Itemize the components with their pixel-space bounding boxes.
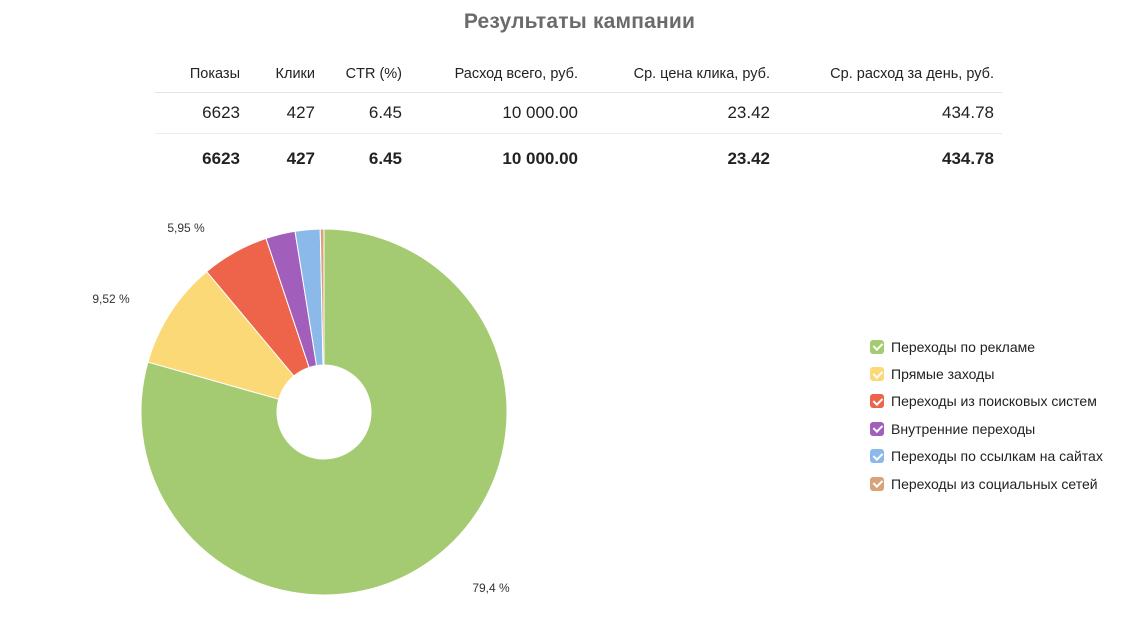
cell-avg-click-price: 23.42 — [586, 92, 778, 134]
checkbox-checked-icon[interactable] — [870, 339, 884, 354]
header-avg-click-price[interactable]: Ср. цена клика, руб. — [586, 56, 778, 93]
legend-item[interactable]: Прямые заходы — [870, 360, 1103, 387]
header-ctr[interactable]: CTR (%) — [323, 56, 410, 93]
legend-item[interactable]: Внутренние переходы — [870, 415, 1103, 442]
pie-value-label: 79,4 % — [472, 581, 510, 595]
table-row: 6623 427 6.45 10 000.00 23.42 434.78 — [155, 92, 1002, 134]
header-total-spend[interactable]: Расход всего, руб. — [410, 56, 586, 93]
legend-item[interactable]: Переходы из поисковых систем — [870, 388, 1103, 415]
legend-item-label: Переходы из поисковых систем — [891, 393, 1097, 410]
legend-item-label: Переходы по рекламе — [891, 338, 1036, 355]
legend-item[interactable]: Переходы по ссылкам на сайтах — [870, 443, 1103, 470]
cell-ctr: 6.45 — [323, 92, 410, 134]
cell-impressions: 6623 — [155, 92, 248, 134]
checkbox-checked-icon[interactable] — [870, 394, 884, 409]
legend-item-label: Переходы из социальных сетей — [891, 475, 1098, 492]
legend-item-label: Прямые заходы — [891, 366, 995, 383]
traffic-sources-donut-chart: 79,4 % 9,52 % 5,95 % — [92, 221, 510, 596]
total-impressions: 6623 — [202, 149, 240, 168]
header-impressions[interactable]: Показы — [155, 56, 248, 93]
table-total-row: 6623 427 6.45 10 000.00 23.42 434.78 — [155, 134, 1002, 185]
table-header-row: Показы Клики CTR (%) Расход всего, руб. … — [155, 56, 1002, 93]
header-avg-daily-spend[interactable]: Ср. расход за день, руб. — [778, 56, 1002, 93]
legend-item[interactable]: Переходы по рекламе — [870, 333, 1103, 360]
legend-item-label: Переходы по ссылкам на сайтах — [891, 448, 1103, 465]
total-avg-click-price: 23.42 — [727, 149, 770, 168]
campaign-results-table: Показы Клики CTR (%) Расход всего, руб. … — [155, 56, 1002, 184]
total-clicks: 427 — [286, 149, 315, 168]
total-avg-daily-spend: 434.78 — [942, 149, 994, 168]
pie-slice[interactable] — [319, 228, 325, 366]
cell-avg-daily-spend: 434.78 — [778, 92, 1002, 134]
pie-slice[interactable] — [140, 228, 508, 596]
legend-item-label: Внутренние переходы — [891, 420, 1036, 437]
cell-total-spend: 10 000.00 — [410, 92, 586, 134]
total-ctr: 6.45 — [368, 149, 402, 168]
checkbox-checked-icon[interactable] — [870, 476, 884, 491]
cell-clicks: 427 — [248, 92, 323, 134]
page-title: Результаты кампании — [463, 10, 696, 33]
checkbox-checked-icon[interactable] — [870, 367, 884, 382]
header-clicks[interactable]: Клики — [248, 56, 323, 93]
pie-value-label: 9,52 % — [92, 292, 130, 306]
checkbox-checked-icon[interactable] — [870, 449, 884, 464]
chart-legend: Переходы по рекламе Прямые заходы Переходы… — [870, 333, 1103, 497]
total-total-spend: 10 000.00 — [502, 149, 578, 168]
checkbox-checked-icon[interactable] — [870, 421, 884, 436]
pie-value-label: 5,95 % — [167, 221, 205, 235]
legend-item[interactable]: Переходы из социальных сетей — [870, 470, 1103, 497]
pie-slice[interactable] — [147, 270, 295, 400]
